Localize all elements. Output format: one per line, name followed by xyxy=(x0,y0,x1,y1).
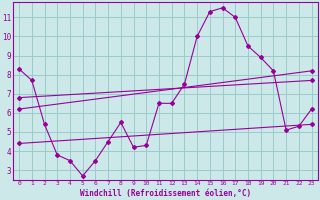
X-axis label: Windchill (Refroidissement éolien,°C): Windchill (Refroidissement éolien,°C) xyxy=(80,189,251,198)
